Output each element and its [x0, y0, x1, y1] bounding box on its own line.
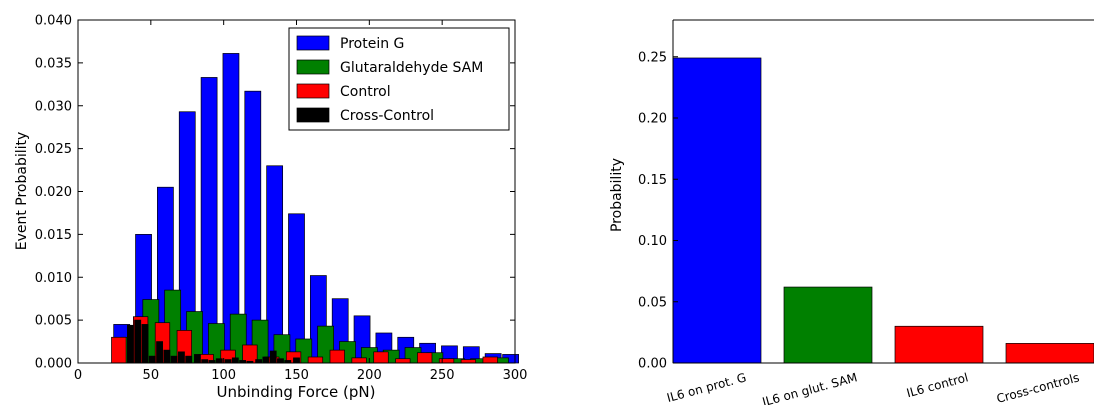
y-tick-label: 0.040 — [35, 14, 72, 29]
probability-bars — [672, 57, 1094, 364]
histogram-bar — [417, 352, 433, 364]
histogram-bar — [224, 359, 232, 364]
legend-label: Glutaraldehyde SAM — [340, 60, 483, 76]
histogram-y-ticks: 0.000 0.005 0.010 0.015 0.020 0.025 0.030 0.035… — [35, 14, 515, 372]
histogram-bar — [111, 336, 127, 364]
y-tick-label: 0.25 — [638, 50, 667, 65]
y-tick-label: 0.020 — [35, 185, 72, 200]
probability-y-axis-label: Probability — [609, 158, 625, 232]
histogram-bar — [127, 324, 134, 364]
histogram-x-axis-label: Unbinding Force (pN) — [217, 383, 376, 401]
y-tick-label: 0.00 — [638, 357, 667, 372]
legend-swatch — [296, 107, 330, 123]
x-tick-label: 0 — [74, 368, 82, 383]
y-tick-label: 0.15 — [638, 173, 667, 188]
legend-swatch — [296, 59, 330, 75]
y-tick-label: 0.000 — [35, 357, 72, 372]
histogram-bar — [141, 324, 149, 364]
probability-bar — [894, 325, 984, 364]
probability-y-ticks: 0.00 0.05 0.10 0.15 0.20 0.25 — [638, 50, 678, 372]
y-tick-label: 0.025 — [35, 142, 72, 157]
y-tick-label: 0.05 — [638, 295, 667, 310]
x-tick-label: 300 — [503, 368, 528, 383]
histogram-bar — [148, 355, 156, 364]
y-tick-label: 0.035 — [35, 56, 72, 71]
histogram-bar — [460, 359, 477, 364]
probability-category-labels: IL6 on prot. G IL6 on glut. SAM IL6 contro… — [665, 370, 1081, 405]
histogram-bar — [438, 358, 455, 364]
x-tick-label: 250 — [430, 368, 455, 383]
histogram-bar — [482, 356, 498, 364]
legend-swatch — [296, 35, 330, 51]
histogram-bar — [395, 358, 411, 364]
histogram-bar — [201, 359, 209, 364]
histogram-bar — [178, 351, 185, 364]
legend-label: Control — [340, 84, 391, 100]
probability-bar — [672, 57, 762, 364]
histogram-bar — [194, 354, 201, 364]
legend-swatch — [296, 83, 330, 99]
histogram-y-axis-label: Event Probability — [14, 132, 30, 251]
y-tick-label: 0.005 — [35, 314, 72, 329]
histogram-bars — [111, 53, 519, 364]
x-tick-label: 100 — [211, 368, 236, 383]
category-label: IL6 on prot. G — [665, 370, 748, 405]
category-label: IL6 control — [905, 370, 970, 400]
histogram-bar — [156, 341, 163, 364]
category-label: Cross-controls — [995, 370, 1081, 405]
histogram-bar — [277, 358, 284, 364]
histogram-legend: Protein G Glutaraldehyde SAM Control Cross-… — [288, 27, 510, 131]
probability-bar — [783, 286, 873, 364]
y-tick-label: 0.10 — [638, 234, 667, 249]
histogram-bar — [262, 356, 270, 364]
legend-label: Protein G — [340, 36, 404, 52]
category-label: IL6 on glut. SAM — [761, 370, 859, 405]
histogram-chart: 0 50 100 150 200 250 300 0.0000.0050.0100.0150… — [14, 14, 527, 402]
y-tick-label: 0.015 — [35, 228, 72, 243]
x-tick-label: 50 — [143, 368, 160, 383]
y-tick-label: 0.030 — [35, 99, 72, 114]
probability-bar — [1005, 343, 1094, 364]
histogram-bar — [134, 319, 142, 364]
histogram-bar — [266, 165, 284, 364]
histogram-bar — [329, 349, 345, 364]
histogram-bar — [215, 358, 223, 364]
legend-label: Cross-Control — [340, 108, 434, 124]
x-tick-label: 150 — [284, 368, 309, 383]
series-0 — [113, 53, 519, 364]
histogram-bar — [269, 350, 277, 364]
histogram-bar — [200, 77, 218, 364]
histogram-bar — [307, 356, 324, 364]
histogram-bar — [170, 355, 178, 364]
histogram-bar — [351, 357, 367, 364]
x-tick-label: 200 — [357, 368, 382, 383]
histogram-bar — [163, 349, 171, 364]
histogram-bar — [373, 351, 389, 364]
histogram-x-ticks: 0 50 100 150 200 250 300 — [74, 20, 528, 383]
series-3 — [127, 319, 300, 364]
histogram-bar — [255, 359, 263, 364]
y-tick-label: 0.20 — [638, 112, 667, 127]
histogram-bar — [231, 357, 239, 364]
series-1 — [120, 289, 509, 364]
y-tick-label: 0.010 — [35, 271, 72, 286]
histogram-bar — [185, 355, 193, 364]
